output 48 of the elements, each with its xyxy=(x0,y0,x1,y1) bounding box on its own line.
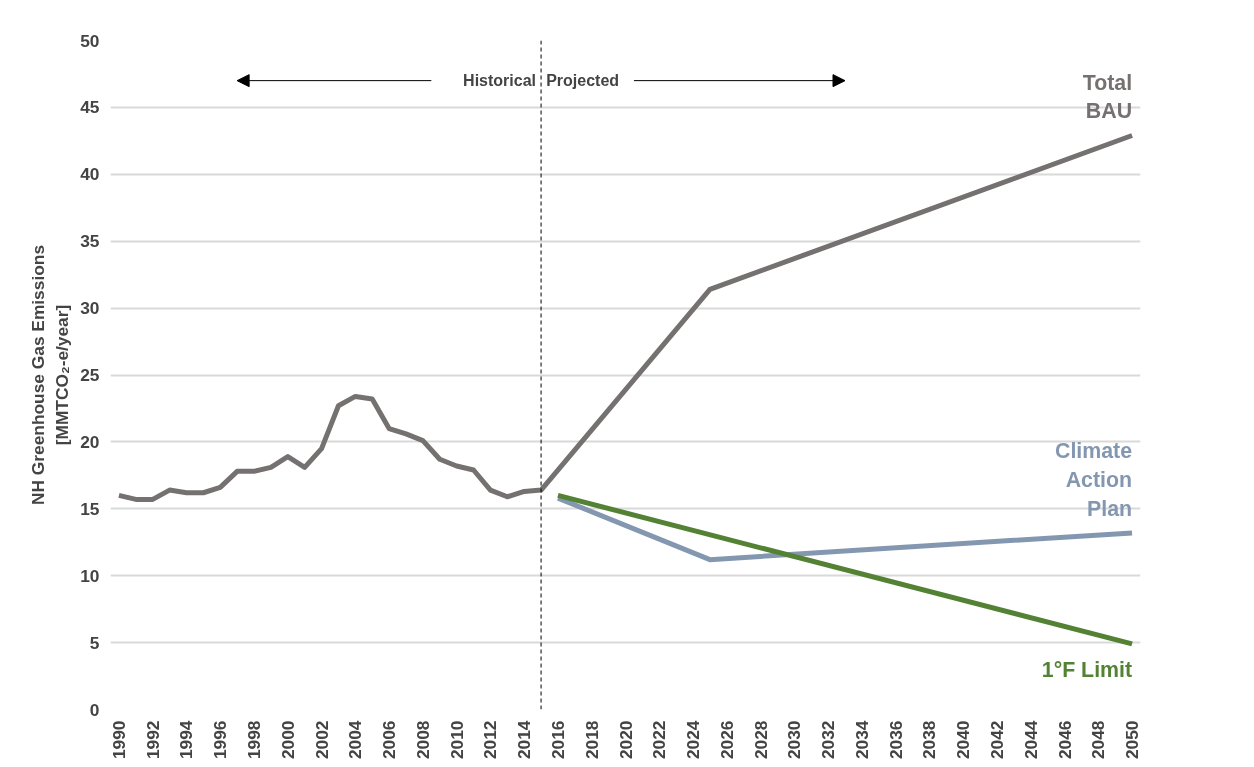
x-tick-label: 2044 xyxy=(1020,720,1041,760)
x-tick-label: 2046 xyxy=(1054,720,1075,760)
x-tick-label: 2000 xyxy=(277,720,298,760)
annotation: Projected xyxy=(546,72,620,90)
x-tick-label: 2024 xyxy=(683,720,704,760)
x-tick-label: 2032 xyxy=(818,720,839,760)
x-tick-label: 2038 xyxy=(919,720,940,760)
x-tick-label: 2036 xyxy=(885,720,906,760)
y-tick-label: 30 xyxy=(80,298,100,319)
x-tick-label: 2050 xyxy=(1122,720,1143,760)
series-label: Total BAU xyxy=(1082,70,1133,124)
x-tick-label: 2012 xyxy=(480,720,501,760)
y-tick-label: 10 xyxy=(80,565,100,586)
y-tick-label: 15 xyxy=(80,498,100,519)
series-label: Climate Action Plan xyxy=(1055,439,1133,521)
y-tick-label: 5 xyxy=(89,632,100,653)
x-tick-label: 2010 xyxy=(446,720,467,760)
y-tick-label: 50 xyxy=(80,30,100,51)
annotation: Historical xyxy=(463,72,537,90)
y-tick-label: 20 xyxy=(80,431,100,452)
x-tick-label: 1994 xyxy=(176,720,197,760)
y-tick-label: 0 xyxy=(89,699,100,720)
x-tick-label: 2030 xyxy=(784,720,805,760)
y-tick-label: 25 xyxy=(80,365,100,385)
x-tick-label: 2042 xyxy=(986,720,1007,760)
x-tick-label: 2028 xyxy=(750,720,771,760)
x-tick-label: 2004 xyxy=(345,720,366,760)
x-tick-label: 1998 xyxy=(244,720,265,760)
x-tick-label: 2002 xyxy=(311,720,332,760)
x-tick-label: 2020 xyxy=(615,720,636,760)
x-tick-label: 2022 xyxy=(649,720,670,760)
x-tick-label: 1996 xyxy=(210,720,231,760)
x-tick-label: 2008 xyxy=(412,720,433,760)
x-tick-label: 2016 xyxy=(547,720,568,760)
x-tick-label: 2014 xyxy=(514,720,535,760)
x-tick-label: 2034 xyxy=(851,720,872,760)
x-tick-label: 1992 xyxy=(142,720,163,760)
x-tick-label: 2040 xyxy=(953,720,974,760)
x-tick-label: 2026 xyxy=(716,720,737,760)
series-label: 1°F Limit xyxy=(1041,657,1133,682)
x-tick-label: 2006 xyxy=(379,720,400,760)
y-tick-label: 45 xyxy=(80,97,100,118)
x-tick-label: 2048 xyxy=(1088,720,1109,760)
x-tick-label: 2018 xyxy=(581,720,602,760)
x-tick-label: 1990 xyxy=(108,720,129,760)
y-tick-label: 35 xyxy=(80,231,100,252)
y-tick-label: 40 xyxy=(80,164,100,185)
y-axis-title: NH Greenhouse Gas Emissions [MMTCO₂-e/year] xyxy=(28,244,73,505)
